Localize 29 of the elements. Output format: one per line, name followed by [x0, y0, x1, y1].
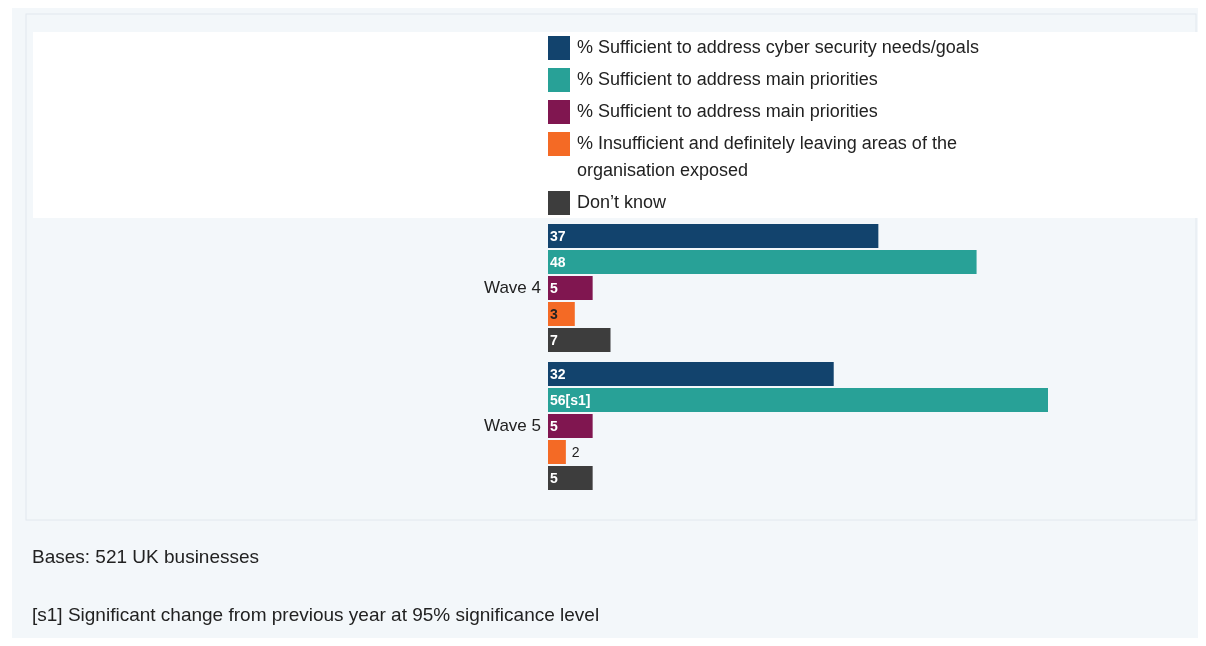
data-label: 5	[550, 469, 558, 486]
data-label: 2	[571, 443, 580, 460]
legend-label: Don’t know	[577, 191, 668, 212]
y-tick-label: Wave 4	[483, 278, 541, 298]
text: Bases: 521 UK businesses	[32, 546, 260, 568]
bar	[548, 414, 593, 438]
bar	[548, 224, 879, 248]
data-label: 5	[550, 279, 558, 296]
data-label: 37	[550, 227, 566, 244]
bar	[548, 250, 977, 274]
legend-label: % Sufficient to address cyber security needs/goals	[577, 36, 979, 57]
data-label: 56[s1]	[550, 391, 591, 408]
legend-label: % Sufficient to address main priorities	[577, 100, 878, 121]
y-tick-label: Wave 5	[483, 416, 541, 436]
bar	[548, 302, 575, 326]
bar	[548, 466, 593, 490]
data-label: 5	[550, 417, 558, 434]
data-label: 7	[550, 331, 558, 348]
bar	[548, 440, 566, 464]
bar	[548, 328, 611, 352]
text: [s1] Significant change from previous year at 95% significance level	[32, 604, 600, 626]
data-label: 3	[550, 305, 558, 322]
data-label: 32	[550, 365, 566, 382]
bar	[548, 362, 834, 386]
legend-label: % Insufficient and definitely leaving areas of the organisation exposed	[577, 132, 957, 180]
bar	[548, 276, 593, 300]
data-label: 48	[550, 253, 566, 270]
legend-label: % Sufficient to address main priorities	[577, 68, 878, 89]
bar	[548, 388, 1048, 412]
